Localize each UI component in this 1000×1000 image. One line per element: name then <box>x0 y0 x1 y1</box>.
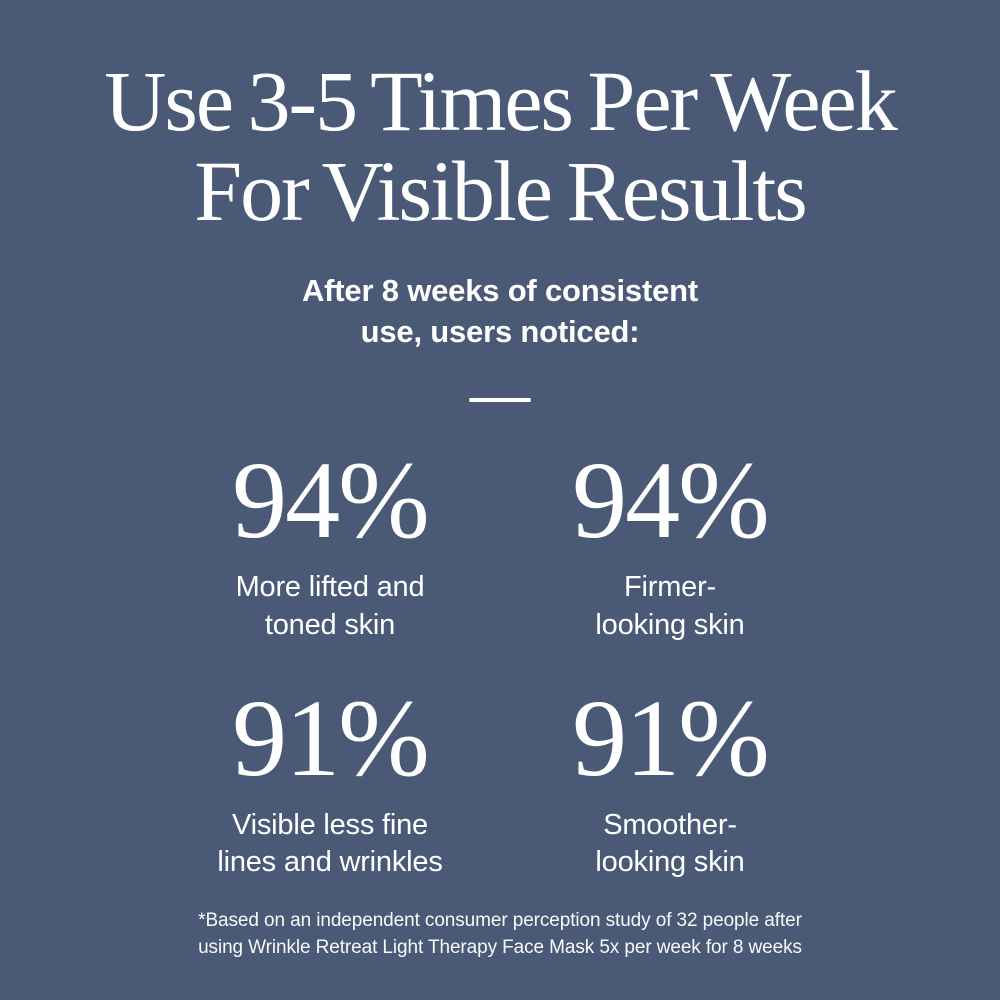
stat-label: More lifted and toned skin <box>235 570 425 641</box>
stat-label: Smoother- looking skin <box>595 808 745 879</box>
stat-value: 94% <box>232 439 430 562</box>
stat-value: 91% <box>572 677 770 800</box>
stat-smoother: 91% Smoother- looking skin <box>510 677 830 882</box>
stat-label: Visible less fine lines and wrinkles <box>217 808 443 879</box>
divider-rule <box>469 398 531 403</box>
footnote-disclaimer: *Based on an independent consumer percep… <box>198 909 802 959</box>
stat-fine-lines: 91% Visible less fine lines and wrinkles <box>170 677 490 882</box>
page-title: Use 3-5 Times Per Week For Visible Resul… <box>104 53 897 240</box>
stat-value: 94% <box>572 439 770 562</box>
stat-value: 91% <box>232 677 430 800</box>
stat-firmer: 94% Firmer- looking skin <box>510 439 830 644</box>
stat-lifted-toned: 94% More lifted and toned skin <box>170 439 490 644</box>
stats-grid: 94% More lifted and toned skin 94% Firme… <box>170 439 830 882</box>
subtitle: After 8 weeks of consistent use, users n… <box>302 272 698 349</box>
stat-label: Firmer- looking skin <box>595 570 745 641</box>
